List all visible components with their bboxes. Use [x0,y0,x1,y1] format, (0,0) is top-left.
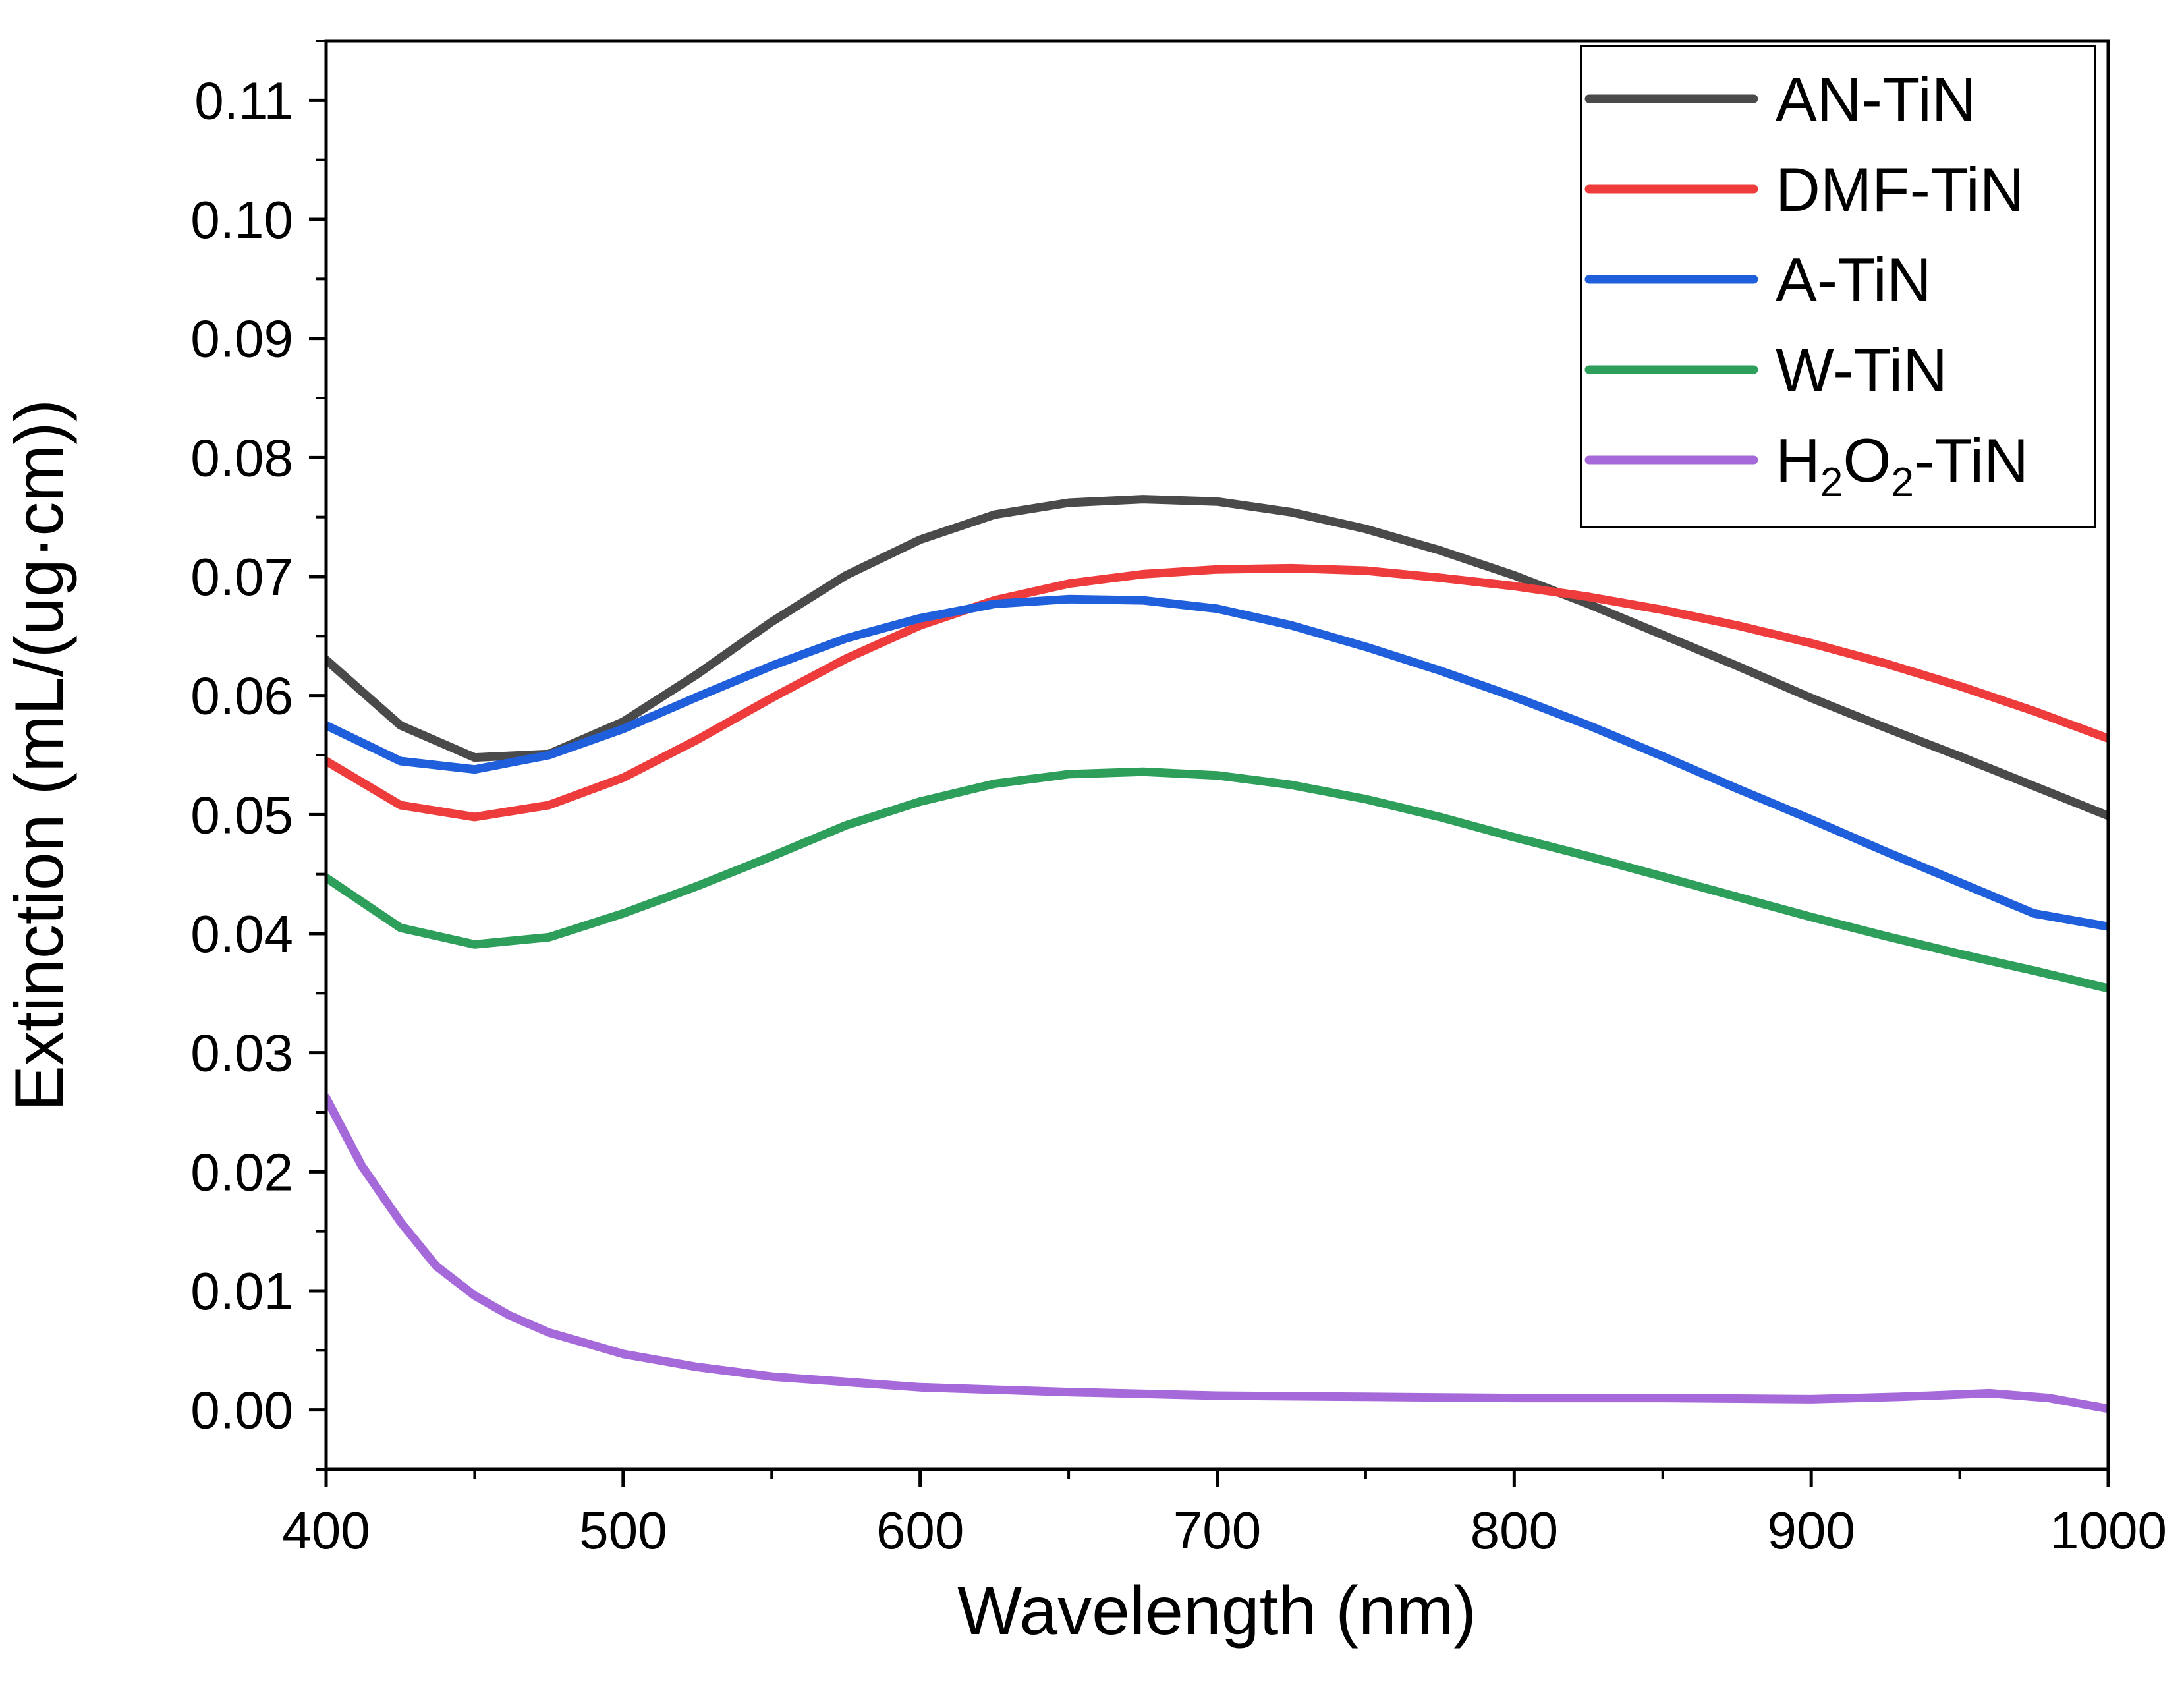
x-tick-label: 700 [1173,1501,1261,1560]
h2o2-h: H [1776,426,1820,495]
series-layer [326,495,2108,1413]
h2o2-sub2: 2 [1891,460,1914,505]
x-axis: 400 500 600 700 800 900 1000 [282,1469,2167,1560]
y-tick-label: 0.07 [190,548,293,606]
legend-label-w-tin: W-TiN [1776,335,1947,405]
x-tick-label: 900 [1767,1501,1855,1560]
h2o2-o: O [1843,426,1891,495]
h2o2-sub1: 2 [1820,460,1843,505]
legend: AN-TiN DMF-TiN A-TiN W-TiN H2O2-TiN [1580,45,2096,528]
y-tick-label: 0.09 [190,310,293,368]
y-tick-label: 0.11 [194,71,293,130]
series-line-an-tin [326,495,2108,820]
x-tick-label: 800 [1470,1501,1558,1560]
series-line-h2o2-tin [326,1093,2108,1413]
x-axis-title: Wavelength (nm) [957,1573,1476,1649]
y-tick-label: 0.01 [190,1262,293,1320]
x-tick-label: 500 [579,1501,667,1560]
y-axis: 0.00 0.01 0.02 0.03 0.04 0.05 0.06 0.07 0.08 0.09… [190,40,326,1471]
y-tick-label: 0.04 [190,905,293,963]
y-tick-label: 0.08 [190,428,293,487]
x-tick-label: 1000 [2050,1501,2167,1560]
legend-box [1580,45,2096,528]
legend-label-a-tin: A-TiN [1776,245,1932,314]
y-tick-label: 0.05 [190,785,293,844]
series-line-a-tin [326,594,2108,931]
x-tick-label: 400 [282,1501,370,1560]
x-tick-label: 600 [876,1501,964,1560]
y-axis-title: Extinction (mL/(ug·cm)) [1,399,78,1112]
series-line-dmf-tin [326,563,2108,822]
legend-label-h2o2-tin: H2O2-TiN [1776,426,2029,505]
y-tick-label: 0.10 [190,190,293,249]
y-tick-label: 0.03 [190,1024,293,1083]
y-tick-label: 0.06 [190,667,293,725]
y-tick-label: 0.00 [190,1381,293,1440]
series-line-w-tin [326,767,2108,993]
h2o2-tail: -TiN [1914,426,2029,495]
legend-label-an-tin: AN-TiN [1776,65,1976,134]
legend-label-dmf-tin: DMF-TiN [1776,155,2025,224]
y-tick-label: 0.02 [190,1143,293,1201]
